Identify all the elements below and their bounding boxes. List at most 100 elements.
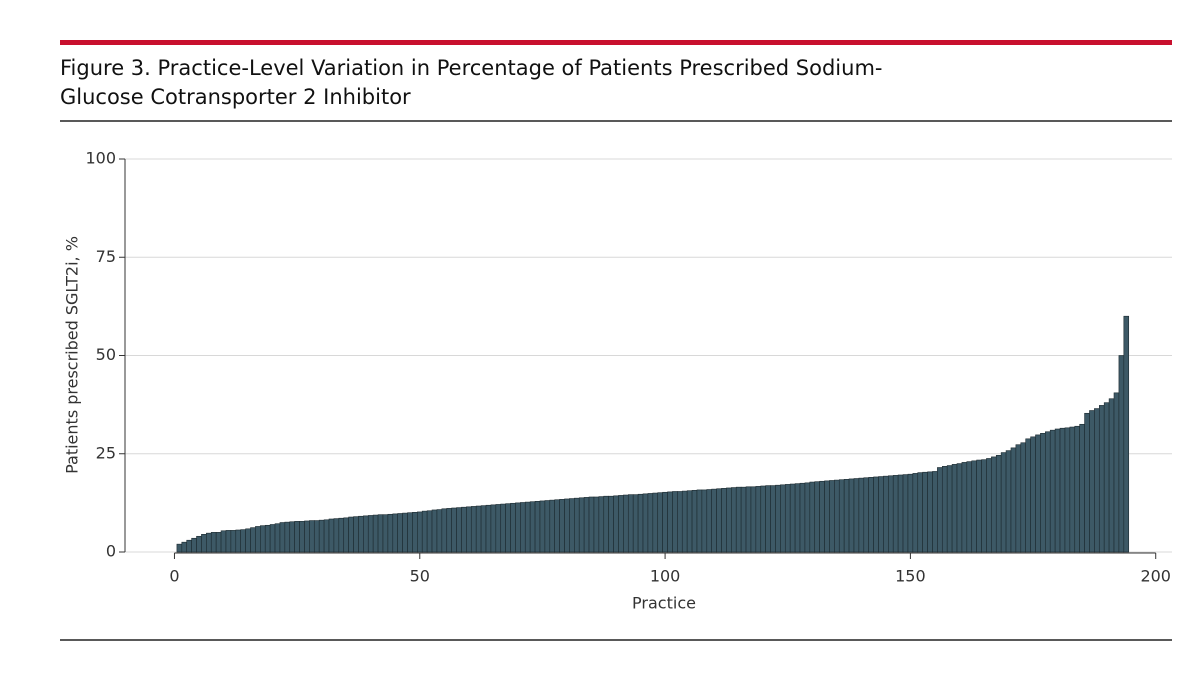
- y-tick-label: 75: [96, 247, 116, 266]
- y-tick-label: 100: [85, 149, 116, 168]
- bar: [515, 502, 521, 553]
- bar: [554, 499, 560, 553]
- bar: [1000, 452, 1007, 553]
- bar: [1020, 442, 1026, 553]
- bar: [583, 497, 590, 553]
- bar: [343, 517, 349, 553]
- bar: [387, 513, 394, 553]
- bar: [912, 473, 919, 553]
- bar: [1084, 412, 1090, 553]
- bar: [681, 490, 688, 553]
- bar: [824, 480, 830, 553]
- bar: [1025, 438, 1031, 553]
- bar: [529, 501, 536, 553]
- bar: [549, 499, 555, 553]
- bar: [888, 475, 894, 553]
- bar: [613, 495, 619, 553]
- bar: [412, 512, 418, 553]
- bar: [1069, 426, 1076, 553]
- bar: [1059, 427, 1066, 553]
- bar: [505, 503, 511, 553]
- bar: [313, 520, 320, 553]
- bar: [780, 484, 786, 553]
- bar: [956, 463, 963, 553]
- bar: [1040, 433, 1046, 553]
- bar: [1045, 431, 1051, 553]
- x-tick-label: 0: [169, 567, 179, 586]
- bar: [210, 532, 217, 553]
- bar: [1079, 423, 1085, 553]
- bar: [524, 501, 531, 553]
- bar: [760, 485, 766, 553]
- bar: [402, 512, 408, 553]
- bar: [578, 497, 585, 553]
- bar: [647, 493, 654, 553]
- bar: [294, 521, 300, 553]
- bar: [775, 484, 781, 553]
- bar: [201, 534, 207, 553]
- bar: [372, 514, 379, 553]
- bar: [716, 488, 722, 553]
- bar: [696, 489, 703, 553]
- bar: [338, 517, 345, 553]
- y-tick-label: 50: [96, 345, 116, 364]
- accent-bar: [60, 40, 1172, 45]
- bar: [470, 506, 477, 553]
- bar: [181, 541, 188, 553]
- bar: [363, 515, 369, 553]
- bar: [1123, 315, 1130, 553]
- bar: [1015, 444, 1022, 553]
- bar: [1049, 429, 1056, 553]
- bar: [421, 510, 428, 553]
- bar: [750, 486, 757, 553]
- bar: [1098, 405, 1105, 553]
- bar: [480, 505, 487, 553]
- bar: [662, 491, 668, 553]
- bar: [539, 500, 546, 553]
- bar: [1094, 408, 1100, 553]
- bar: [721, 488, 727, 553]
- bar: [603, 495, 609, 553]
- bar: [883, 475, 889, 553]
- bar: [902, 474, 909, 553]
- bar: [353, 516, 359, 553]
- bar: [1113, 392, 1120, 553]
- bar: [534, 501, 541, 553]
- bar: [255, 526, 261, 553]
- bar: [191, 537, 197, 553]
- bar: [377, 514, 384, 553]
- bar: [436, 509, 443, 553]
- x-tick-label: 100: [650, 567, 681, 586]
- bar: [927, 471, 933, 553]
- bar: [215, 532, 222, 553]
- bar: [755, 486, 762, 553]
- bar: [878, 476, 884, 553]
- bar: [853, 478, 860, 553]
- bar: [358, 515, 364, 553]
- bar: [598, 496, 605, 553]
- bar: [765, 485, 771, 553]
- bar: [230, 530, 237, 553]
- x-tick-label: 200: [1140, 567, 1171, 586]
- bar: [971, 460, 977, 553]
- y-tick-label: 25: [96, 443, 116, 462]
- bar: [951, 464, 958, 553]
- bar: [475, 505, 482, 553]
- bar: [726, 487, 732, 553]
- chart-title: Figure 3. Practice-Level Variation in Pe…: [60, 56, 883, 109]
- bar: [858, 477, 865, 553]
- bar: [922, 471, 928, 553]
- bar: [1054, 428, 1061, 553]
- bar: [264, 524, 271, 553]
- bar: [1074, 425, 1080, 553]
- bar: [814, 481, 820, 553]
- y-tick-label: 0: [106, 542, 116, 561]
- bar: [932, 471, 938, 553]
- bar: [348, 516, 354, 553]
- bar: [520, 502, 526, 553]
- bar: [701, 489, 708, 553]
- bar: [632, 494, 639, 553]
- bar: [691, 489, 698, 553]
- bar: [240, 529, 246, 553]
